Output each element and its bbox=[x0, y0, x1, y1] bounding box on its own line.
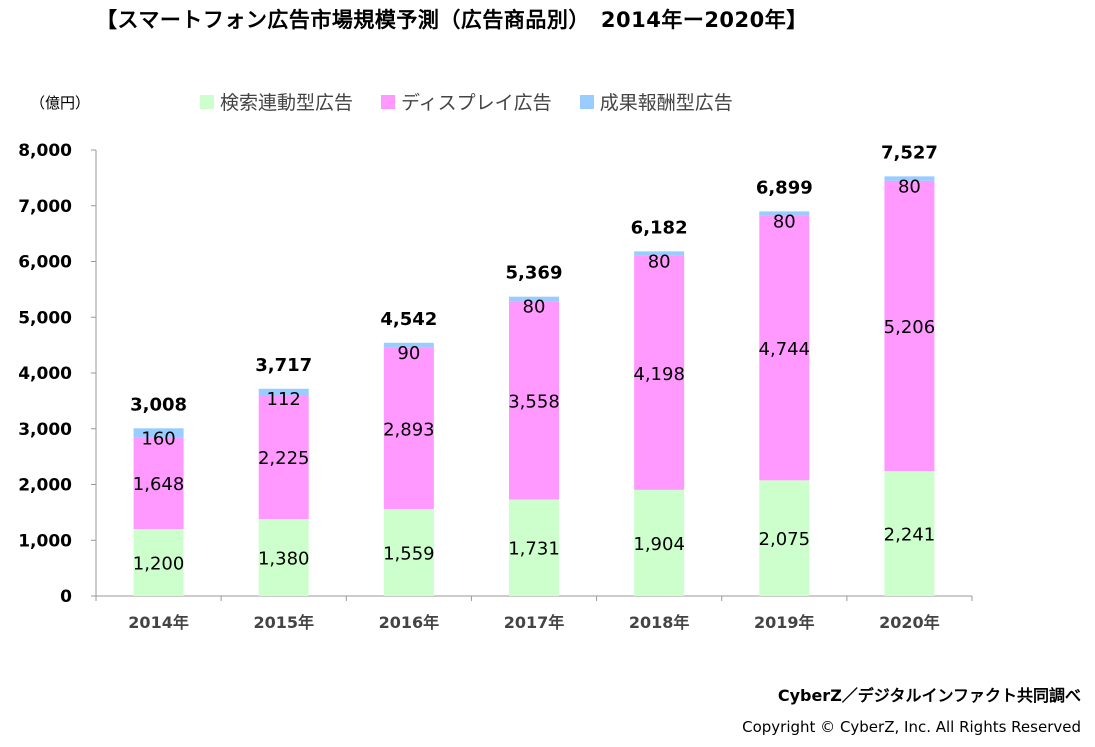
data-label-display: 4,744 bbox=[759, 339, 811, 360]
data-label-display: 3,558 bbox=[508, 391, 560, 412]
data-label-search: 2,075 bbox=[759, 529, 811, 550]
total-label: 6,899 bbox=[756, 177, 813, 198]
data-label-affiliate: 80 bbox=[773, 211, 796, 232]
y-axis-unit: （億円） bbox=[30, 94, 91, 112]
data-label-affiliate: 80 bbox=[898, 176, 921, 197]
x-tick-label: 2018年 bbox=[629, 613, 690, 632]
total-label: 3,717 bbox=[255, 355, 312, 376]
total-label: 5,369 bbox=[506, 263, 563, 284]
bar-segment-search bbox=[884, 471, 935, 596]
data-label-affiliate: 160 bbox=[141, 428, 175, 449]
x-tick-label: 2014年 bbox=[128, 613, 189, 632]
legend-label-affiliate: 成果報酬型広告 bbox=[599, 92, 733, 114]
bar-segment-affiliate bbox=[509, 296, 559, 302]
bar-segment-search bbox=[383, 509, 434, 596]
bar-segment-affiliate bbox=[258, 388, 309, 396]
legend-item-search: 検索連動型広告 bbox=[200, 88, 353, 115]
bar-segment-affiliate bbox=[383, 342, 434, 348]
data-label-search: 1,559 bbox=[383, 544, 435, 565]
source-note: CyberZ／デジタルインファクト共同調べ bbox=[777, 686, 1081, 705]
x-tick-label: 2017年 bbox=[504, 613, 565, 632]
data-label-affiliate: 112 bbox=[267, 389, 301, 410]
bar-segment-display bbox=[383, 347, 434, 510]
legend-label-display: ディスプレイ広告 bbox=[401, 92, 552, 114]
y-tick-label: 0 bbox=[60, 587, 72, 607]
legend-swatch-display bbox=[381, 94, 396, 109]
total-label: 6,182 bbox=[631, 217, 688, 238]
bar-segment-display bbox=[634, 255, 685, 490]
legend-item-display: ディスプレイ広告 bbox=[381, 88, 552, 115]
bar-segment-affiliate bbox=[634, 251, 685, 256]
data-label-affiliate: 80 bbox=[523, 297, 546, 318]
bar-segment-display bbox=[759, 215, 810, 481]
y-tick-label: 3,000 bbox=[18, 420, 72, 440]
total-label: 4,542 bbox=[380, 309, 437, 330]
data-label-display: 4,198 bbox=[633, 364, 685, 385]
data-label-affiliate: 90 bbox=[397, 343, 420, 364]
data-label-affiliate: 80 bbox=[648, 251, 671, 272]
data-label-display: 1,648 bbox=[133, 474, 185, 495]
bar-segment-search bbox=[258, 519, 309, 596]
legend-swatch-search bbox=[200, 94, 214, 109]
bar-segment-display bbox=[133, 437, 184, 530]
bar-segment-search bbox=[133, 529, 184, 596]
y-tick-label: 2,000 bbox=[18, 476, 72, 496]
bar-segment-display bbox=[509, 301, 559, 500]
bar-segment-affiliate bbox=[884, 176, 935, 181]
legend-item-affiliate: 成果報酬型広告 bbox=[579, 88, 733, 115]
data-label-search: 1,200 bbox=[133, 554, 185, 575]
data-label-display: 5,206 bbox=[884, 317, 936, 338]
bar-segment-search bbox=[634, 489, 685, 596]
legend: 検索連動型広告 ディスプレイ広告 成果報酬型広告 bbox=[200, 88, 733, 115]
legend-swatch-affiliate bbox=[579, 94, 594, 109]
y-tick-label: 1,000 bbox=[18, 531, 72, 551]
x-tick-label: 2019年 bbox=[754, 613, 815, 632]
bar-segment-affiliate bbox=[133, 428, 184, 438]
y-tick-label: 6,000 bbox=[18, 253, 72, 273]
chart-title: 【スマートフォン広告市場規模予測（広告商品別） 2014年ー2020年】 bbox=[96, 8, 808, 32]
data-label-search: 1,731 bbox=[508, 539, 560, 560]
y-tick-label: 4,000 bbox=[18, 364, 72, 384]
total-label: 7,527 bbox=[881, 142, 938, 163]
bar-segment-search bbox=[759, 480, 810, 596]
data-label-display: 2,225 bbox=[258, 448, 310, 469]
total-label: 3,008 bbox=[130, 394, 187, 415]
y-tick-label: 7,000 bbox=[18, 197, 72, 217]
y-tick-label: 5,000 bbox=[18, 308, 72, 328]
bar-segment-affiliate bbox=[759, 211, 810, 216]
bar-segment-display bbox=[258, 395, 309, 520]
legend-label-search: 検索連動型広告 bbox=[220, 92, 354, 114]
data-label-display: 2,893 bbox=[383, 419, 435, 440]
data-label-search: 1,380 bbox=[258, 549, 310, 570]
x-tick-label: 2015年 bbox=[253, 613, 314, 632]
data-label-search: 2,241 bbox=[884, 525, 936, 546]
x-tick-label: 2016年 bbox=[379, 613, 440, 632]
y-tick-label: 8,000 bbox=[18, 141, 72, 161]
bar-segment-search bbox=[509, 499, 559, 596]
data-label-search: 1,904 bbox=[633, 534, 685, 555]
bar-segment-display bbox=[884, 180, 935, 472]
x-tick-label: 2020年 bbox=[879, 613, 940, 632]
copyright-note: Copyright © CyberZ, Inc. All Rights Rese… bbox=[742, 718, 1081, 736]
